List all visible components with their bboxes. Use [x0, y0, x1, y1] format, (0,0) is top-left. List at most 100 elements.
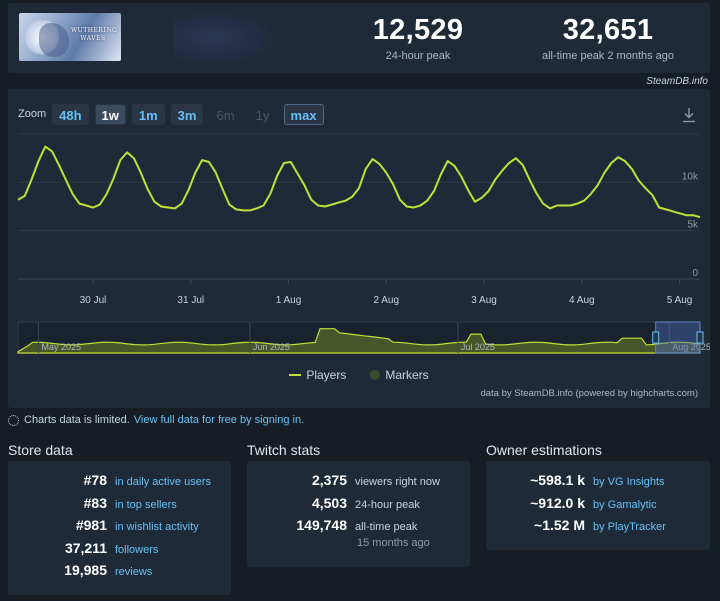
twitch-stat-row: 4,503 24-hour peak [247, 495, 460, 518]
x-axis-ticks: 30 Jul 31 Jul 1 Aug 2 Aug 3 Aug 4 Aug 5 Aug [80, 279, 693, 306]
store-stat-row: #78 in daily active users [8, 472, 221, 495]
players-line [17, 145, 701, 219]
store-stat-label[interactable]: in top sellers [115, 498, 177, 511]
peak-24h-value: 12,529 [372, 14, 464, 46]
store-stat-row: 19,985 reviews [8, 562, 221, 585]
twitch-stat-value: 2,375 [311, 472, 347, 488]
owner-estimations-panel: ~598.1 k by VG Insights ~912.0 k by Gamalyt… [486, 461, 710, 550]
store-stat-label[interactable]: in wishlist activity [115, 521, 199, 533]
peak-24h-stat: 12,529 24-hour peak [358, 14, 478, 63]
owner-stat-label[interactable]: by PlayTracker [593, 521, 666, 533]
navigator-label: Jun 2025 [253, 342, 290, 352]
navigator-label: Aug 2025 [672, 342, 710, 352]
store-stat-row: #981 in wishlist activity [8, 517, 221, 540]
limited-text: Charts data is limited. [24, 414, 130, 426]
limited-notice: Charts data is limited. View full data f… [8, 414, 304, 426]
twitch-stat-value: 4,503 [311, 494, 347, 511]
legend-players[interactable]: Players [289, 368, 346, 382]
twitch-stat-label: all-time peak [355, 521, 418, 533]
twitch-stats-title: Twitch stats [247, 442, 321, 458]
zoom-button-5[interactable]: 1y [255, 107, 270, 123]
store-stat-value: 19,985 [64, 562, 107, 578]
game-logo-line-1: WUTHERING [71, 27, 118, 34]
twitch-stat-label: 24-hour peak [355, 498, 420, 511]
sign-in-link[interactable]: View full data for free by signing in. [133, 414, 305, 426]
twitch-stat-row: 2,375 viewers right now [247, 472, 460, 495]
zoom-button-6[interactable]: max [283, 103, 324, 125]
x-tick-label: 3 Aug [471, 295, 497, 306]
background-artwork [173, 13, 273, 63]
store-stat-label[interactable]: followers [115, 543, 159, 556]
store-stat-row: #83 in top sellers [8, 495, 221, 518]
navigator-left-handle[interactable] [652, 331, 660, 344]
store-stat-value: #78 [83, 472, 107, 488]
peak-all-time-value: 32,651 [562, 14, 654, 46]
store-stat-value: #83 [83, 494, 107, 511]
zoom-button-3[interactable]: 3m [170, 103, 204, 125]
legend-line-swatch [289, 374, 302, 376]
legend-players-label: Players [306, 368, 347, 382]
owner-stat-row: ~598.1 k by VG Insights [486, 472, 700, 495]
store-stat-value: #981 [75, 517, 107, 533]
zoom-button-4[interactable]: 6m [216, 107, 235, 123]
zoom-button-2[interactable]: 1m [131, 103, 165, 125]
steamdb-source-tag[interactable]: SteamDB.info [646, 76, 708, 87]
player-chart[interactable]: 10k 5k 0 30 Jul 31 Jul 1 Aug 2 Aug 3 Aug 4 Aug 5… [8, 89, 710, 389]
zoom-controls: Zoom 48h 1w 1m 3m 6m 1y max [18, 103, 330, 125]
game-capsule-image[interactable]: WUTHERING WAVES [19, 13, 121, 61]
download-icon[interactable] [682, 107, 696, 123]
y-tick-label: 10k [682, 171, 699, 182]
peak-all-time-label: all-time peak 2 months ago [541, 50, 675, 62]
store-data-title: Store data [8, 442, 73, 458]
x-tick-label: 31 Jul [177, 295, 204, 306]
navigator-label: May 2025 [41, 342, 81, 352]
x-tick-label: 2 Aug [373, 295, 399, 306]
store-stat-value: 37,211 [64, 539, 107, 556]
summary-card: WUTHERING WAVES 12,529 24-hour peak 32,6… [8, 3, 710, 73]
twitch-stat-row: 149,748 all-time peak [247, 517, 460, 540]
x-tick-label: 30 Jul [80, 295, 107, 306]
store-data-panel: #78 in daily active users #83 in top seller… [8, 461, 231, 595]
legend-markers-label: Markers [385, 368, 429, 382]
game-logo-line-2: WAVES [80, 35, 106, 42]
y-tick-label: 0 [692, 268, 698, 279]
players-series [17, 145, 701, 219]
legend-markers[interactable]: Markers [370, 368, 429, 382]
peak-24h-label: 24-hour peak [385, 50, 451, 62]
x-tick-label: 5 Aug [667, 295, 693, 306]
chart-credit[interactable]: data by SteamDB.info (powered by highcha… [480, 388, 698, 399]
navigator-area [17, 328, 701, 354]
zoom-button-0[interactable]: 48h [52, 103, 89, 125]
store-stat-label[interactable]: in daily active users [115, 476, 211, 488]
navigator[interactable]: May 2025 Jun 2025 Jul 2025 Aug 2025 [17, 321, 710, 354]
zoom-button-1[interactable]: 1w [94, 103, 126, 125]
owner-stat-label[interactable]: by VG Insights [593, 476, 665, 488]
chart-grid [18, 133, 700, 280]
legend-dot-swatch [370, 370, 381, 380]
owner-stat-row: ~912.0 k by Gamalytic [486, 495, 700, 518]
owner-stat-value: ~1.52 M [534, 517, 585, 533]
navigator-selection[interactable] [655, 321, 701, 354]
chart-legend: Players Markers [8, 368, 710, 382]
owner-stat-value: ~912.0 k [530, 494, 585, 511]
owner-stat-row: ~1.52 M by PlayTracker [486, 517, 700, 540]
game-logo-text: WUTHERING WAVES [71, 27, 118, 43]
y-tick-label: 5k [687, 220, 699, 231]
store-stat-label[interactable]: reviews [115, 566, 153, 578]
owner-stat-value: ~598.1 k [530, 472, 585, 488]
x-tick-label: 1 Aug [276, 295, 302, 306]
artwork-figure [39, 23, 69, 57]
owner-estimations-title: Owner estimations [486, 442, 602, 458]
y-axis-ticks: 10k 5k 0 [682, 171, 699, 279]
player-chart-card: 10k 5k 0 30 Jul 31 Jul 1 Aug 2 Aug 3 Aug 4 Aug 5… [8, 89, 710, 408]
dotted-circle-icon [8, 414, 19, 426]
peak-all-time-stat: 32,651 all-time peak 2 months ago [528, 14, 688, 63]
twitch-stats-panel: 2,375 viewers right now 4,503 24-hour peak 1… [247, 461, 470, 567]
twitch-stat-label: viewers right now [355, 476, 440, 488]
navigator-label: Jul 2025 [461, 342, 495, 352]
x-tick-label: 4 Aug [569, 295, 595, 306]
twitch-stat-value: 149,748 [296, 517, 347, 533]
owner-stat-label[interactable]: by Gamalytic [593, 498, 657, 511]
zoom-label: Zoom [18, 108, 47, 120]
navigator-right-handle[interactable] [696, 331, 704, 344]
